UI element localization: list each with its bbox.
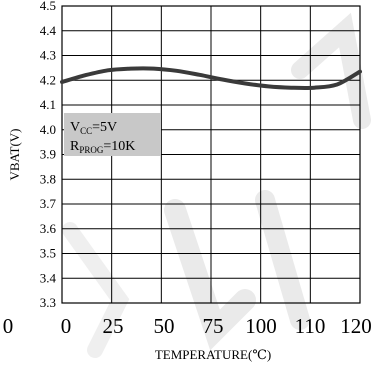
x-tick-label: 50	[154, 314, 175, 338]
condition-note-vcc-value: =5V	[92, 120, 117, 135]
x-tick-label: 0	[3, 314, 14, 338]
y-tick-label: 3.7	[40, 196, 57, 211]
y-tick-label: 4.2	[40, 72, 56, 87]
x-tick-labels: 0 0 25 50 75 100 110 120	[3, 314, 372, 338]
y-tick-label: 4.1	[40, 97, 56, 112]
y-tick-label: 4.5	[40, 0, 56, 13]
condition-note-vcc-subscript: CC	[80, 126, 92, 136]
y-tick-label: 3.5	[40, 246, 56, 261]
y-tick-label: 3.9	[40, 147, 56, 162]
y-tick-label: 4.0	[40, 122, 56, 137]
y-tick-label: 3.8	[40, 171, 56, 186]
y-tick-label: 3.6	[40, 221, 57, 236]
y-tick-label: 4.3	[40, 48, 56, 63]
vbat-line	[60, 66, 362, 90]
y-tick-labels: 4.5 4.4 4.3 4.2 4.1 4.0 3.9 3.8 3.7 3.6 3.5 3.4 3.3	[40, 0, 57, 310]
x-tick-label: 25	[103, 314, 124, 338]
plot-frame	[61, 5, 361, 304]
x-tick-label: 75	[203, 314, 224, 338]
x-tick-label: 110	[295, 314, 326, 338]
x-tick-label: 120	[340, 314, 372, 338]
condition-note-line-1: VCC=5V	[70, 120, 117, 136]
x-axis-label: TEMPERATURE(℃)	[155, 347, 271, 362]
y-axis-label: VBAT(V)	[7, 129, 22, 181]
condition-note-rprog-symbol: R	[70, 139, 80, 154]
condition-note-line-2: RPROG=10K	[70, 139, 135, 155]
condition-note-rprog-subscript: PROG	[79, 145, 104, 155]
y-tick-label: 4.4	[40, 23, 57, 38]
y-tick-label: 3.4	[40, 270, 57, 285]
condition-note: VCC=5V RPROG=10K	[64, 113, 161, 156]
condition-note-background	[64, 113, 161, 156]
condition-note-vcc-symbol: V	[70, 120, 80, 135]
x-tick-label: 0	[61, 314, 72, 338]
x-tick-label: 100	[245, 314, 277, 338]
y-tick-label: 3.3	[40, 295, 56, 310]
condition-note-rprog-value: =10K	[103, 139, 135, 154]
